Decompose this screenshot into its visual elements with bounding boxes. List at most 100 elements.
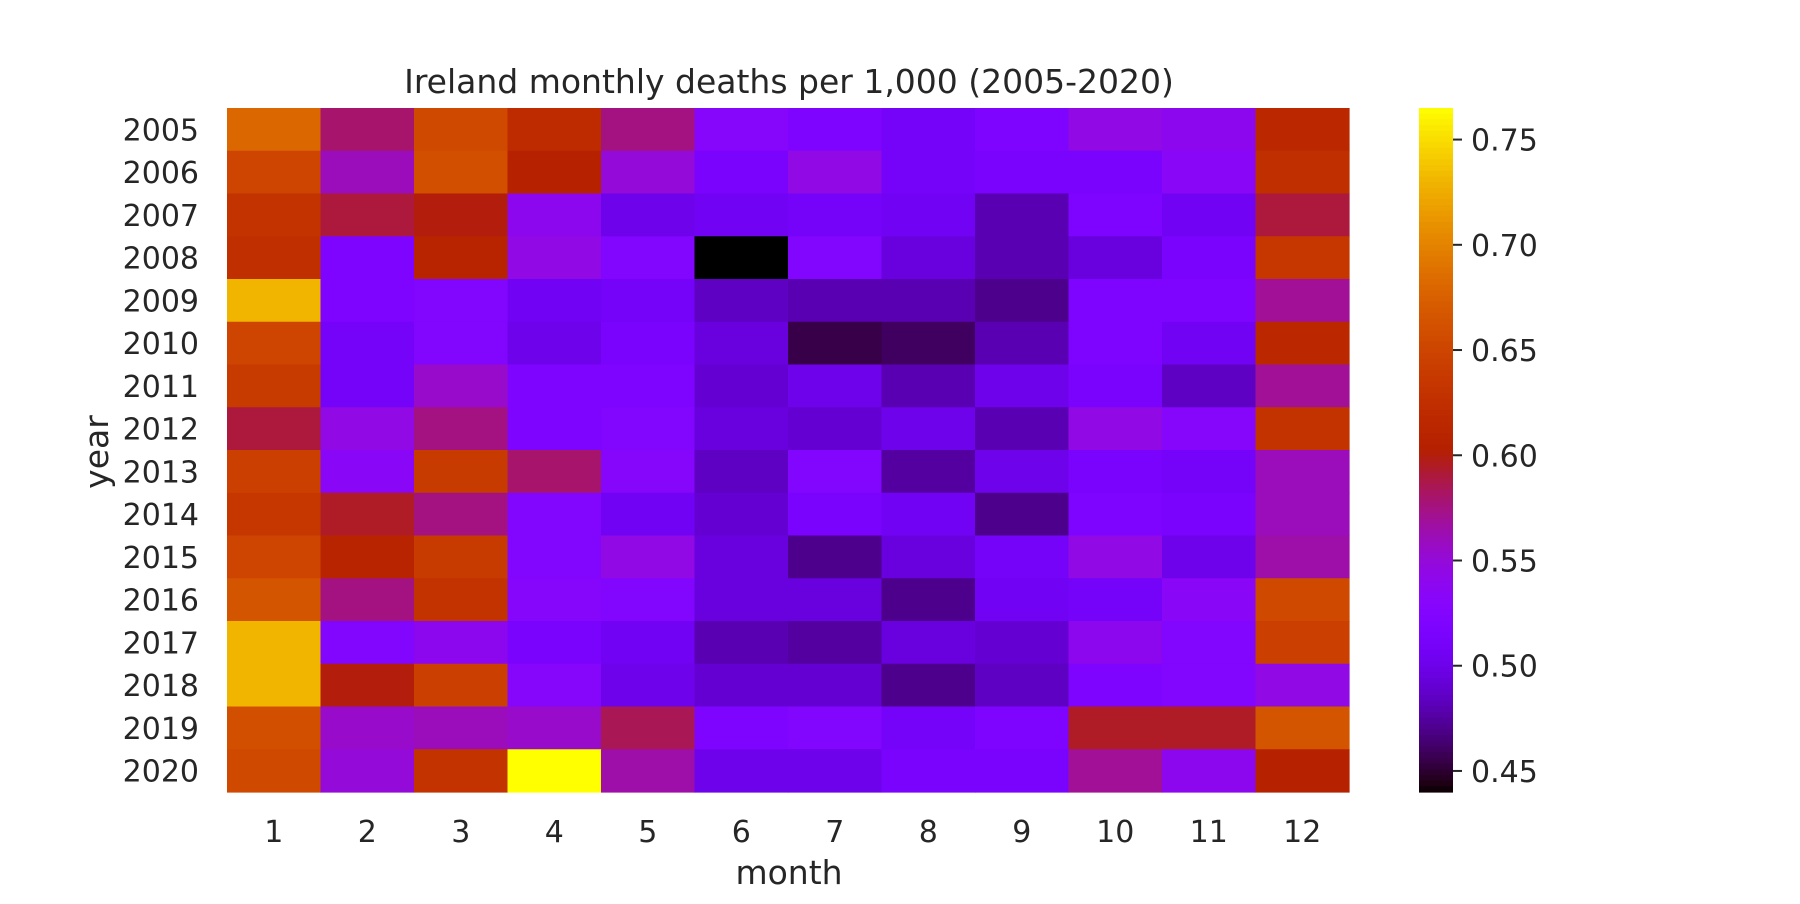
heatmap-cell-2011-11: [1162, 364, 1257, 408]
colorbar-segment: [1419, 364, 1453, 371]
y-tick-label: 2013: [123, 455, 199, 490]
heatmap-cell-2008-8: [881, 236, 976, 280]
colorbar-segment: [1419, 484, 1453, 491]
heatmap-cell-2006-4: [507, 150, 602, 195]
colorbar-segment: [1419, 279, 1453, 286]
heatmap-cell-2020-9: [975, 749, 1070, 793]
colorbar-segment: [1419, 472, 1453, 480]
colorbar-tick-label: 0.55: [1471, 544, 1538, 579]
colorbar-segment: [1419, 353, 1453, 360]
heatmap-cell-2010-6: [694, 321, 789, 366]
x-axis-label: month: [735, 853, 842, 892]
heatmap-cell-2018-3: [414, 663, 509, 708]
x-tick-label: 11: [1190, 815, 1228, 850]
heatmap-cell-2017-12: [1255, 621, 1350, 665]
heatmap-cell-2005-3: [414, 108, 509, 152]
colorbar-segment: [1419, 358, 1453, 366]
colorbar-segment: [1419, 450, 1453, 457]
heatmap-cell-2015-5: [601, 535, 696, 579]
heatmap-cell-2016-10: [1068, 578, 1163, 622]
heatmap-cell-2007-7: [788, 193, 883, 237]
colorbar-segment: [1419, 147, 1453, 155]
heatmap-cell-2014-8: [881, 492, 976, 537]
colorbar-segment: [1419, 170, 1453, 177]
colorbar-segment: [1419, 113, 1453, 120]
heatmap-cell-2013-8: [881, 450, 976, 494]
colorbar-segment: [1419, 786, 1453, 793]
colorbar-segment: [1419, 142, 1453, 149]
y-tick-label: 2019: [123, 712, 199, 747]
heatmap-cell-2007-1: [227, 193, 322, 237]
heatmap-cell-2012-2: [320, 407, 415, 451]
colorbar-segment: [1419, 655, 1453, 662]
heatmap-cell-2011-4: [507, 364, 602, 408]
colorbar-segment: [1419, 182, 1453, 189]
colorbar-segment: [1419, 774, 1453, 782]
colorbar-segment: [1419, 233, 1453, 240]
colorbar-segment: [1419, 415, 1453, 423]
colorbar-segment: [1419, 626, 1453, 633]
heatmap-cell-2011-5: [601, 364, 696, 408]
heatmap-cell-2010-4: [507, 321, 602, 366]
heatmap-cell-2008-12: [1255, 236, 1350, 280]
x-tick-label: 9: [1012, 815, 1031, 850]
colorbar-segment: [1419, 375, 1453, 383]
heatmap-cell-2014-4: [507, 492, 602, 537]
colorbar-segment: [1419, 204, 1453, 212]
colorbar-segment: [1419, 222, 1453, 229]
y-tick-label: 2007: [123, 199, 199, 234]
heatmap-cell-2020-3: [414, 749, 509, 793]
heatmap-cell-2012-1: [227, 407, 322, 451]
colorbar-segment: [1419, 746, 1453, 753]
colorbar-segment: [1419, 581, 1453, 588]
heatmap-cells: [227, 108, 1350, 793]
colorbar-segment: [1419, 444, 1453, 451]
heatmap-cell-2006-1: [227, 150, 322, 195]
heatmap-cell-2019-8: [881, 706, 976, 750]
heatmap-cell-2015-11: [1162, 535, 1257, 579]
heatmap-cell-2008-3: [414, 236, 509, 280]
heatmap-cell-2017-10: [1068, 621, 1163, 665]
colorbar-segment: [1419, 244, 1453, 252]
heatmap-cell-2011-7: [788, 364, 883, 408]
heatmap-cell-2009-7: [788, 279, 883, 323]
heatmap-cell-2008-1: [227, 236, 322, 280]
heatmap-cell-2008-6: [694, 236, 789, 280]
heatmap-cell-2020-12: [1255, 749, 1350, 793]
colorbar-segment: [1419, 119, 1453, 126]
heatmap-cell-2011-12: [1255, 364, 1350, 408]
heatmap-cell-2018-8: [881, 663, 976, 708]
colorbar-segment: [1419, 199, 1453, 206]
colorbar-segment: [1419, 387, 1453, 394]
heatmap-cell-2020-7: [788, 749, 883, 793]
colorbar-segment: [1419, 546, 1453, 554]
heatmap-cell-2011-6: [694, 364, 789, 408]
heatmap-cell-2013-11: [1162, 450, 1257, 494]
colorbar-segment: [1419, 552, 1453, 559]
colorbar-segment: [1419, 330, 1453, 337]
x-tick-label: 1: [264, 815, 283, 850]
heatmap-cell-2013-3: [414, 450, 509, 494]
x-tick-label: 8: [919, 815, 938, 850]
colorbar-segment: [1419, 609, 1453, 616]
heatmap-cell-2006-12: [1255, 150, 1350, 195]
x-tick-label: 2: [358, 815, 377, 850]
colorbar-segment: [1419, 780, 1453, 787]
heatmap-cell-2014-11: [1162, 492, 1257, 537]
colorbar-segment: [1419, 273, 1453, 280]
heatmap-cell-2019-9: [975, 706, 1070, 750]
heatmap-cell-2013-12: [1255, 450, 1350, 494]
heatmap-cell-2008-11: [1162, 236, 1257, 280]
colorbar-segment: [1419, 586, 1453, 594]
heatmap-cell-2006-3: [414, 150, 509, 195]
colorbar-segment: [1419, 261, 1453, 269]
heatmap-cell-2020-1: [227, 749, 322, 793]
heatmap-cell-2017-8: [881, 621, 976, 665]
heatmap-cell-2018-11: [1162, 663, 1257, 708]
colorbar-segment: [1419, 410, 1453, 417]
colorbar-segment: [1419, 467, 1453, 474]
colorbar-segment: [1419, 535, 1453, 542]
colorbar-segment: [1419, 210, 1453, 217]
heatmap-cell-2019-6: [694, 706, 789, 750]
x-tick-label: 3: [451, 815, 470, 850]
